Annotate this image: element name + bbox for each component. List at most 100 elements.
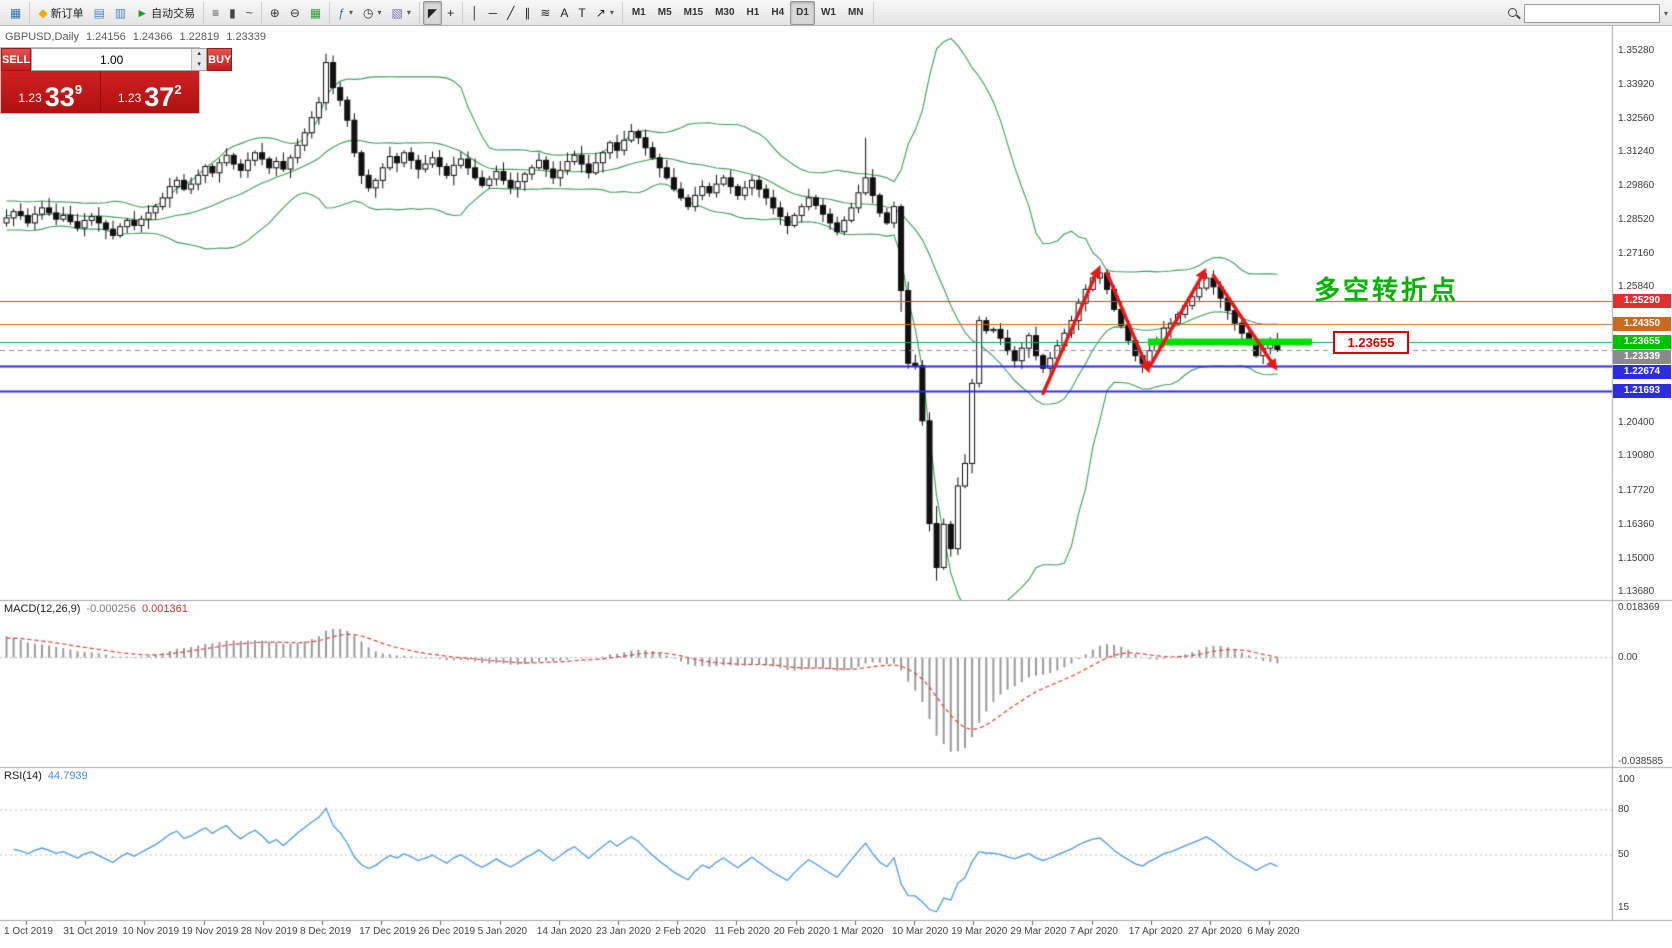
autotrading-icon: ► [136,5,149,20]
macd-axis-label: -0.038585 [1618,756,1664,767]
new-order-button[interactable]: ◆ 新订单 [33,1,88,25]
buy-price-pipette: 2 [174,82,182,97]
timeframe-d1-button-label: D1 [796,7,809,18]
open-value: 1.24156 [85,31,126,43]
sell-price-button[interactable]: 1.23 33 9 [1,71,101,113]
time-axis-label: 26 Dec 2019 [418,926,476,937]
indicators-button[interactable]: ƒ ▾ [333,1,358,25]
shapes-button-dropdown-icon[interactable]: ▾ [609,8,614,17]
zoom-in-icon: ⊕ [269,5,280,20]
volume-increase-button[interactable]: ▴ [192,49,207,60]
high-value: 1.24366 [132,31,173,43]
price-tag-1.23655: 1.23655 [1613,334,1671,349]
shapes-icon: ↗ [595,5,606,20]
templates-button[interactable]: ▧ ▾ [386,1,415,25]
sell-price-pips: 33 [44,82,75,112]
market-watch-button[interactable]: ▥ [110,1,131,25]
indicators-icon: ƒ [338,5,345,20]
timeframe-w1-button[interactable]: W1 [815,1,842,25]
timeframe-w1-button-label: W1 [820,7,836,18]
timeframe-mn-button[interactable]: MN [842,1,870,25]
timeframe-m1-button-label: M1 [631,7,646,18]
sell-button[interactable]: SELL [1,48,32,71]
periods-button[interactable]: ◷ ▾ [358,1,387,25]
candlestick-button[interactable]: ▮ [224,1,241,25]
close-value: 1.23339 [226,31,267,43]
bar-chart-icon: ≡ [212,5,220,20]
time-axis-label: 1 Oct 2019 [4,926,53,937]
price-tag-1.22674: 1.22674 [1613,364,1671,379]
tile-windows-button[interactable]: ▦ [305,1,326,25]
volume-decrease-button[interactable]: ▾ [192,59,207,70]
symbol-search: ▾ [1507,4,1668,23]
cursor-icon: ◤ [427,5,438,20]
timeframe-h4-button-label: H4 [771,7,785,18]
price-axis-label: 1.19080 [1618,450,1655,462]
price-axis-label: 1.28520 [1618,213,1655,225]
search-input[interactable] [1523,4,1660,23]
horizontal-line-button[interactable]: ─ [484,1,503,25]
price-tag-1.24350: 1.24350 [1613,317,1671,332]
timeframe-m30-button[interactable]: M30 [709,1,740,25]
search-icon[interactable] [1507,7,1520,20]
line-chart-button[interactable]: ~ [241,1,258,25]
rsi-name: RSI(14) [4,770,42,782]
bar-chart-button[interactable]: ≡ [207,1,224,25]
text-label-button[interactable]: T [573,1,590,25]
text-button[interactable]: A [555,1,573,25]
indicators-button-dropdown-icon[interactable]: ▾ [348,8,353,17]
price-tag-1.21693: 1.21693 [1613,383,1671,398]
vertical-line-button[interactable]: │ [466,1,484,25]
line-chart-icon: ~ [245,5,253,20]
shapes-button[interactable]: ↗ ▾ [591,1,619,25]
time-axis-label: 10 Nov 2019 [122,926,180,937]
app-logo[interactable]: ▦ [5,1,26,25]
low-value: 1.22819 [179,31,220,43]
autotrading-button[interactable]: ► 自动交易 [131,1,200,25]
buy-price-pips: 37 [144,82,175,112]
search-dropdown-icon[interactable]: ▾ [1663,9,1668,18]
macd-axis-label: 0.018369 [1618,602,1660,613]
zoom-in-button[interactable]: ⊕ [265,1,285,25]
autotrading-button-label: 自动交易 [151,7,196,20]
timeframe-m5-button[interactable]: M5 [652,1,678,25]
channel-button[interactable]: ∥ [519,1,535,25]
text-icon: A [560,5,569,20]
price-axis-label: 1.17720 [1618,484,1655,496]
timeframe-m1-button[interactable]: M1 [626,1,652,25]
timeframe-h1-button[interactable]: H1 [741,1,766,25]
time-axis-label: 20 Feb 2020 [773,926,830,937]
zoom-out-button[interactable]: ⊖ [285,1,305,25]
time-axis-label: 31 Oct 2019 [63,926,118,937]
buy-price-button[interactable]: 1.23 37 2 [100,71,199,113]
macd-value-2: 0.001361 [141,603,188,615]
rsi-axis-label: 15 [1618,901,1630,913]
templates-button-dropdown-icon[interactable]: ▾ [406,8,411,17]
charts-icon: ▤ [93,5,105,20]
timeframe-d1-button[interactable]: D1 [790,0,815,25]
charts-button[interactable]: ▤ [89,1,110,25]
crosshair-button[interactable]: + [442,1,459,25]
volume-control: ▴ ▾ [31,48,208,71]
periods-icon: ◷ [362,5,374,20]
buy-button[interactable]: BUY [207,48,233,71]
timeframe-mn-button-label: MN [847,7,864,18]
price-axis-label: 1.27160 [1618,247,1655,259]
channel-icon: ∥ [524,5,531,20]
cursor-button[interactable]: ◤ [422,0,443,25]
timeframe-m5-button-label: M5 [657,7,672,18]
time-axis-label: 1 Mar 2020 [832,926,884,937]
fibonacci-button[interactable]: ≋ [535,1,555,25]
rsi-axis-label: 50 [1618,849,1630,860]
rsi-axis-label: 80 [1618,804,1630,815]
timeframe-h4-button[interactable]: H4 [765,1,790,25]
price-axis-label: 1.33920 [1618,78,1655,90]
horizontal-line-icon: ─ [488,5,498,20]
volume-input[interactable] [32,49,192,70]
macd-indicator-label: MACD(12,26,9) -0.000256 0.001361 [4,603,188,615]
periods-button-dropdown-icon[interactable]: ▾ [377,8,382,17]
trendline-button[interactable]: ╱ [502,1,519,25]
timeframe-m15-button[interactable]: M15 [678,1,709,25]
